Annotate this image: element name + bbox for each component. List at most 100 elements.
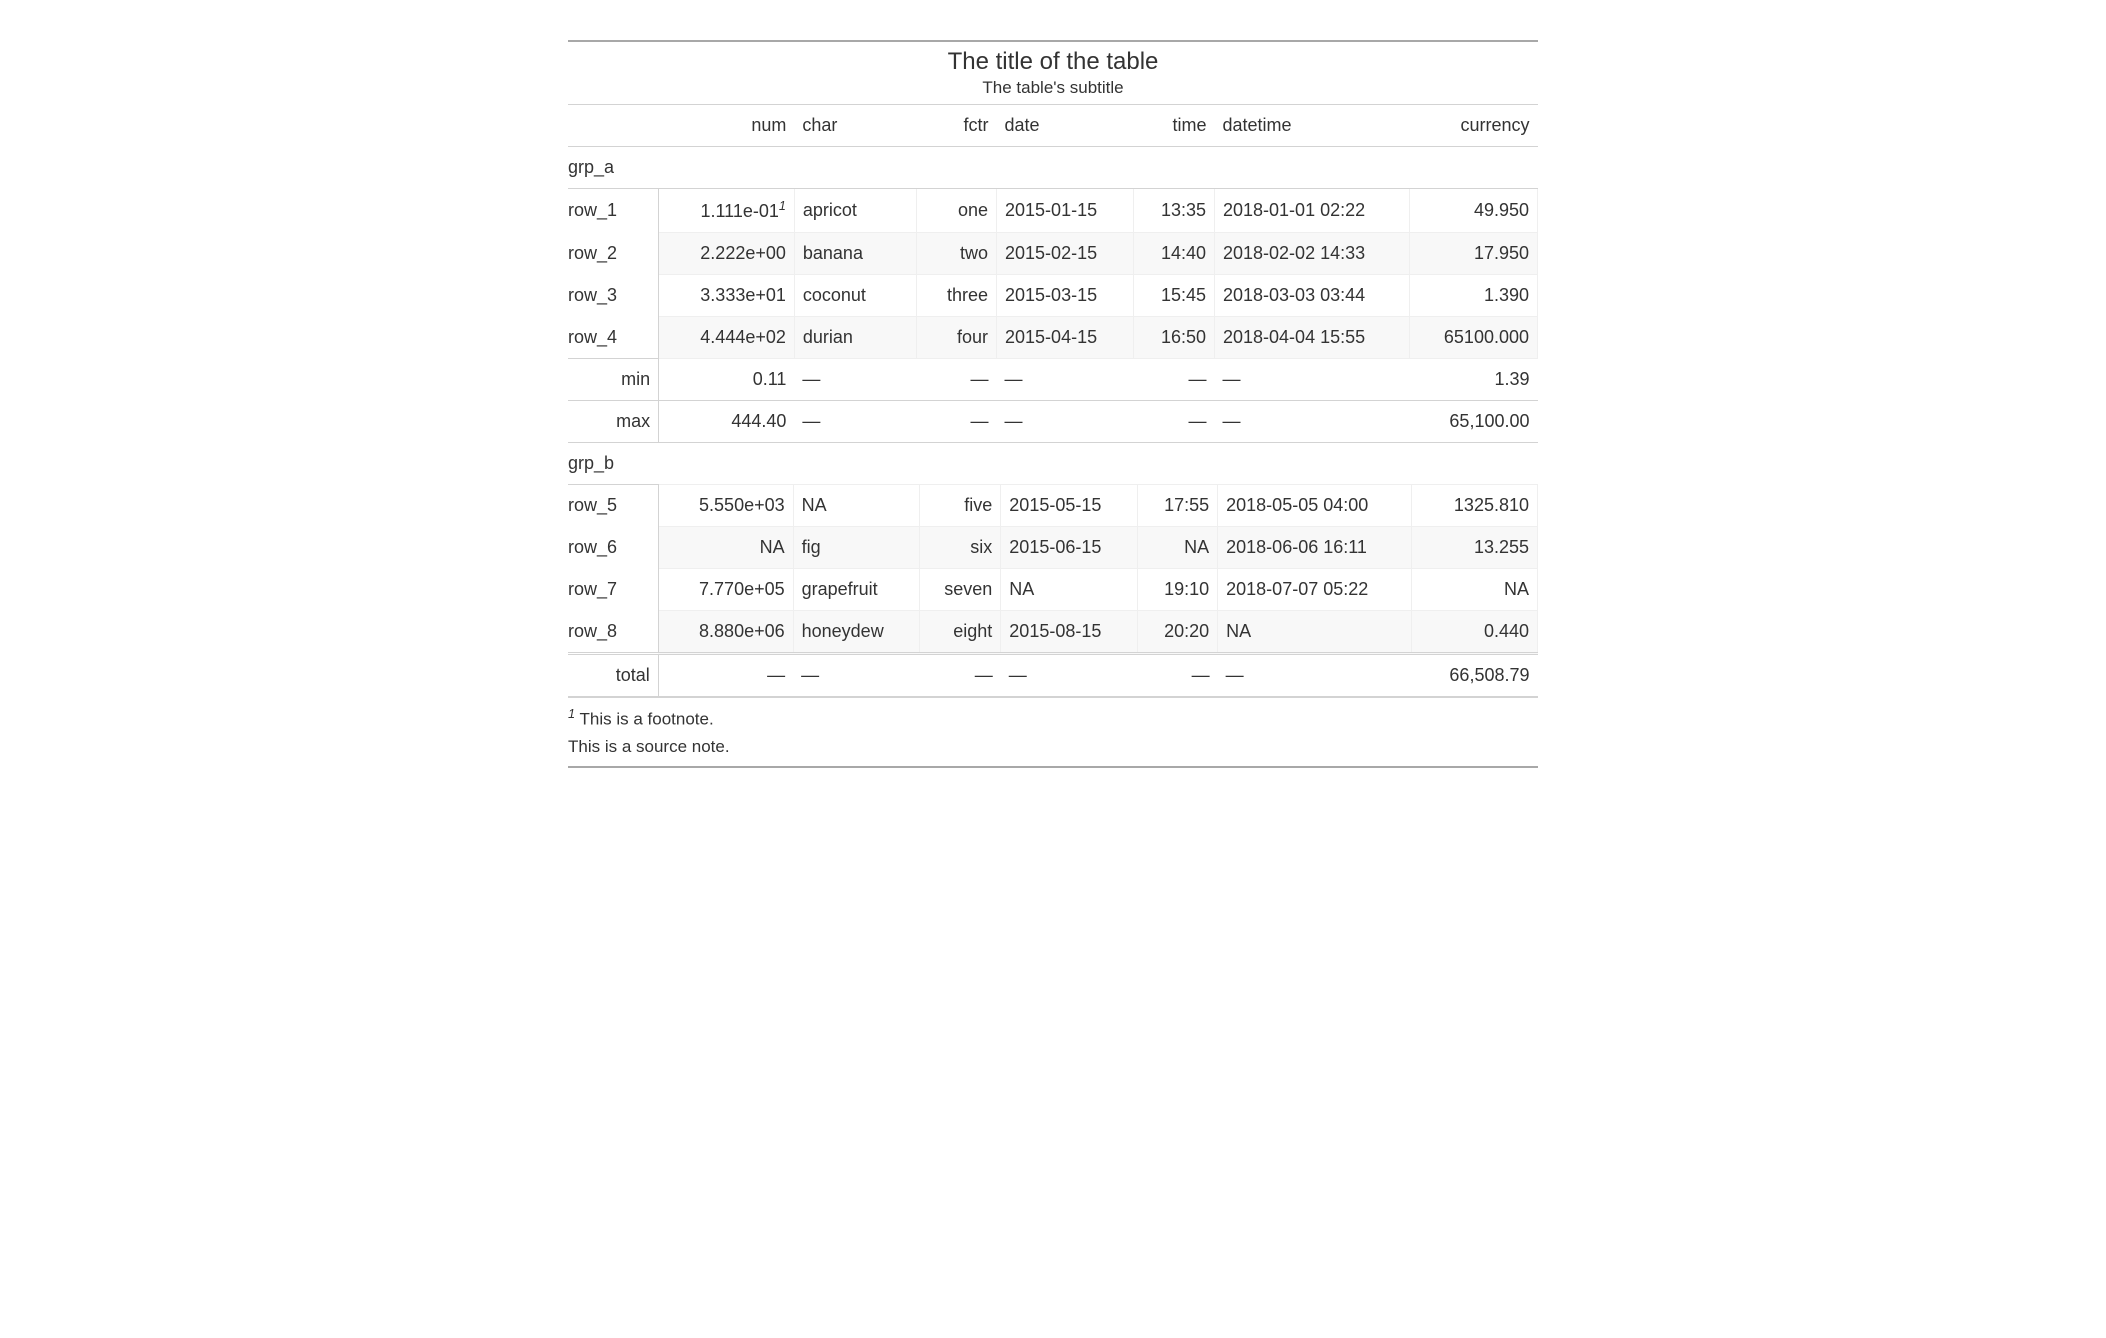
cell-num: 5.550e+03	[658, 485, 793, 527]
cell-char: —	[794, 401, 917, 443]
cell-date: 2015-06-15	[1001, 527, 1138, 569]
cell-currency: 13.255	[1412, 527, 1538, 569]
cell-num: 1.111e-011	[659, 189, 795, 233]
cell-char: fig	[793, 527, 920, 569]
cell-currency: 1325.810	[1412, 485, 1538, 527]
table-row: row_1 1.111e-011 apricot one 2015-01-15 …	[568, 189, 1538, 233]
row-stub: row_7	[568, 569, 658, 611]
column-header-row: num char fctr date time datetime currenc…	[568, 105, 1538, 147]
group-label: grp_a	[568, 147, 1538, 189]
cell-char: —	[793, 654, 920, 697]
cell-currency: 1.39	[1409, 359, 1537, 401]
cell-datetime: 2018-05-05 04:00	[1218, 485, 1412, 527]
cell-datetime: 2018-07-07 05:22	[1218, 569, 1412, 611]
table-footer: 1 This is a footnote. This is a source n…	[568, 696, 1538, 766]
cell-char: grapefruit	[793, 569, 920, 611]
cell-char: banana	[794, 233, 917, 275]
cell-currency: 66,508.79	[1412, 654, 1538, 697]
cell-char: honeydew	[793, 611, 920, 654]
cell-fctr: —	[920, 654, 1001, 697]
summary-label: max	[568, 401, 659, 443]
cell-num: 7.770e+05	[658, 569, 793, 611]
cell-time: —	[1134, 359, 1215, 401]
cell-currency: 17.950	[1409, 233, 1537, 275]
cell-date: 2015-01-15	[997, 189, 1134, 233]
cell-currency: 0.440	[1412, 611, 1538, 654]
group-heading-a: grp_a	[568, 147, 1538, 189]
cell-fctr: —	[917, 359, 997, 401]
table-row: row_3 3.333e+01 coconut three 2015-03-15…	[568, 275, 1538, 317]
cell-fctr: five	[920, 485, 1001, 527]
col-char: char	[794, 105, 917, 147]
footnote-marker: 1	[779, 199, 786, 213]
table-row: row_2 2.222e+00 banana two 2015-02-15 14…	[568, 233, 1538, 275]
row-stub: row_6	[568, 527, 658, 569]
summary-label: total	[568, 654, 658, 697]
col-stub	[568, 105, 659, 147]
cell-num: NA	[658, 527, 793, 569]
row-stub: row_5	[568, 485, 658, 527]
cell-date: 2015-03-15	[997, 275, 1134, 317]
cell-char: NA	[793, 485, 920, 527]
data-table: The title of the table The table's subti…	[568, 40, 1538, 768]
cell-currency: 65,100.00	[1409, 401, 1537, 443]
cell-currency: NA	[1412, 569, 1538, 611]
cell-time: —	[1134, 401, 1215, 443]
col-num: num	[659, 105, 795, 147]
row-stub: row_1	[568, 189, 659, 233]
table-title: The title of the table	[568, 42, 1538, 76]
summary-row-max: max 444.40 — — — — — 65,100.00	[568, 401, 1538, 443]
cell-datetime: 2018-06-06 16:11	[1218, 527, 1412, 569]
col-currency: currency	[1409, 105, 1537, 147]
cell-time: 14:40	[1134, 233, 1215, 275]
row-stub: row_2	[568, 233, 659, 275]
cell-fctr: two	[917, 233, 997, 275]
cell-date: 2015-08-15	[1001, 611, 1138, 654]
cell-fctr: seven	[920, 569, 1001, 611]
summary-label: min	[568, 359, 659, 401]
cell-date: —	[1001, 654, 1138, 697]
cell-num: 8.880e+06	[658, 611, 793, 654]
table-row: row_7 7.770e+05 grapefruit seven NA 19:1…	[568, 569, 1538, 611]
cell-fctr: —	[917, 401, 997, 443]
table-body-continued: row_5 5.550e+03 NA five 2015-05-15 17:55…	[568, 484, 1538, 696]
table-subtitle: The table's subtitle	[568, 76, 1538, 104]
cell-date: NA	[1001, 569, 1138, 611]
cell-char: coconut	[794, 275, 917, 317]
table-row: row_6 NA fig six 2015-06-15 NA 2018-06-0…	[568, 527, 1538, 569]
table-body: num char fctr date time datetime currenc…	[568, 105, 1538, 485]
cell-num: 0.11	[659, 359, 795, 401]
cell-num: 4.444e+02	[659, 317, 795, 359]
table-row: row_4 4.444e+02 durian four 2015-04-15 1…	[568, 317, 1538, 359]
cell-char: —	[794, 359, 917, 401]
row-stub: row_4	[568, 317, 659, 359]
cell-time: —	[1137, 654, 1217, 697]
cell-char: durian	[794, 317, 917, 359]
group-label: grp_b	[568, 443, 1538, 485]
cell-currency: 1.390	[1409, 275, 1537, 317]
footnote-text: This is a footnote.	[575, 710, 714, 729]
cell-time: 17:55	[1137, 485, 1217, 527]
cell-num: 444.40	[659, 401, 795, 443]
cell-time: 13:35	[1134, 189, 1215, 233]
cell-fctr: eight	[920, 611, 1001, 654]
cell-num: 2.222e+00	[659, 233, 795, 275]
summary-row-min: min 0.11 — — — — — 1.39	[568, 359, 1538, 401]
cell-date: —	[997, 401, 1134, 443]
cell-currency: 65100.000	[1409, 317, 1537, 359]
cell-date: 2015-02-15	[997, 233, 1134, 275]
cell-time: 19:10	[1137, 569, 1217, 611]
table-row: row_5 5.550e+03 NA five 2015-05-15 17:55…	[568, 485, 1538, 527]
col-datetime: datetime	[1215, 105, 1410, 147]
cell-char: apricot	[794, 189, 917, 233]
cell-time: NA	[1137, 527, 1217, 569]
cell-datetime: 2018-02-02 14:33	[1215, 233, 1410, 275]
cell-currency: 49.950	[1409, 189, 1537, 233]
footnote: 1 This is a footnote.	[568, 704, 1538, 733]
cell-date: 2015-04-15	[997, 317, 1134, 359]
cell-time: 16:50	[1134, 317, 1215, 359]
cell-time: 15:45	[1134, 275, 1215, 317]
cell-datetime: NA	[1218, 611, 1412, 654]
grand-summary-row: total — — — — — — 66,508.79	[568, 654, 1538, 697]
cell-num: 3.333e+01	[659, 275, 795, 317]
